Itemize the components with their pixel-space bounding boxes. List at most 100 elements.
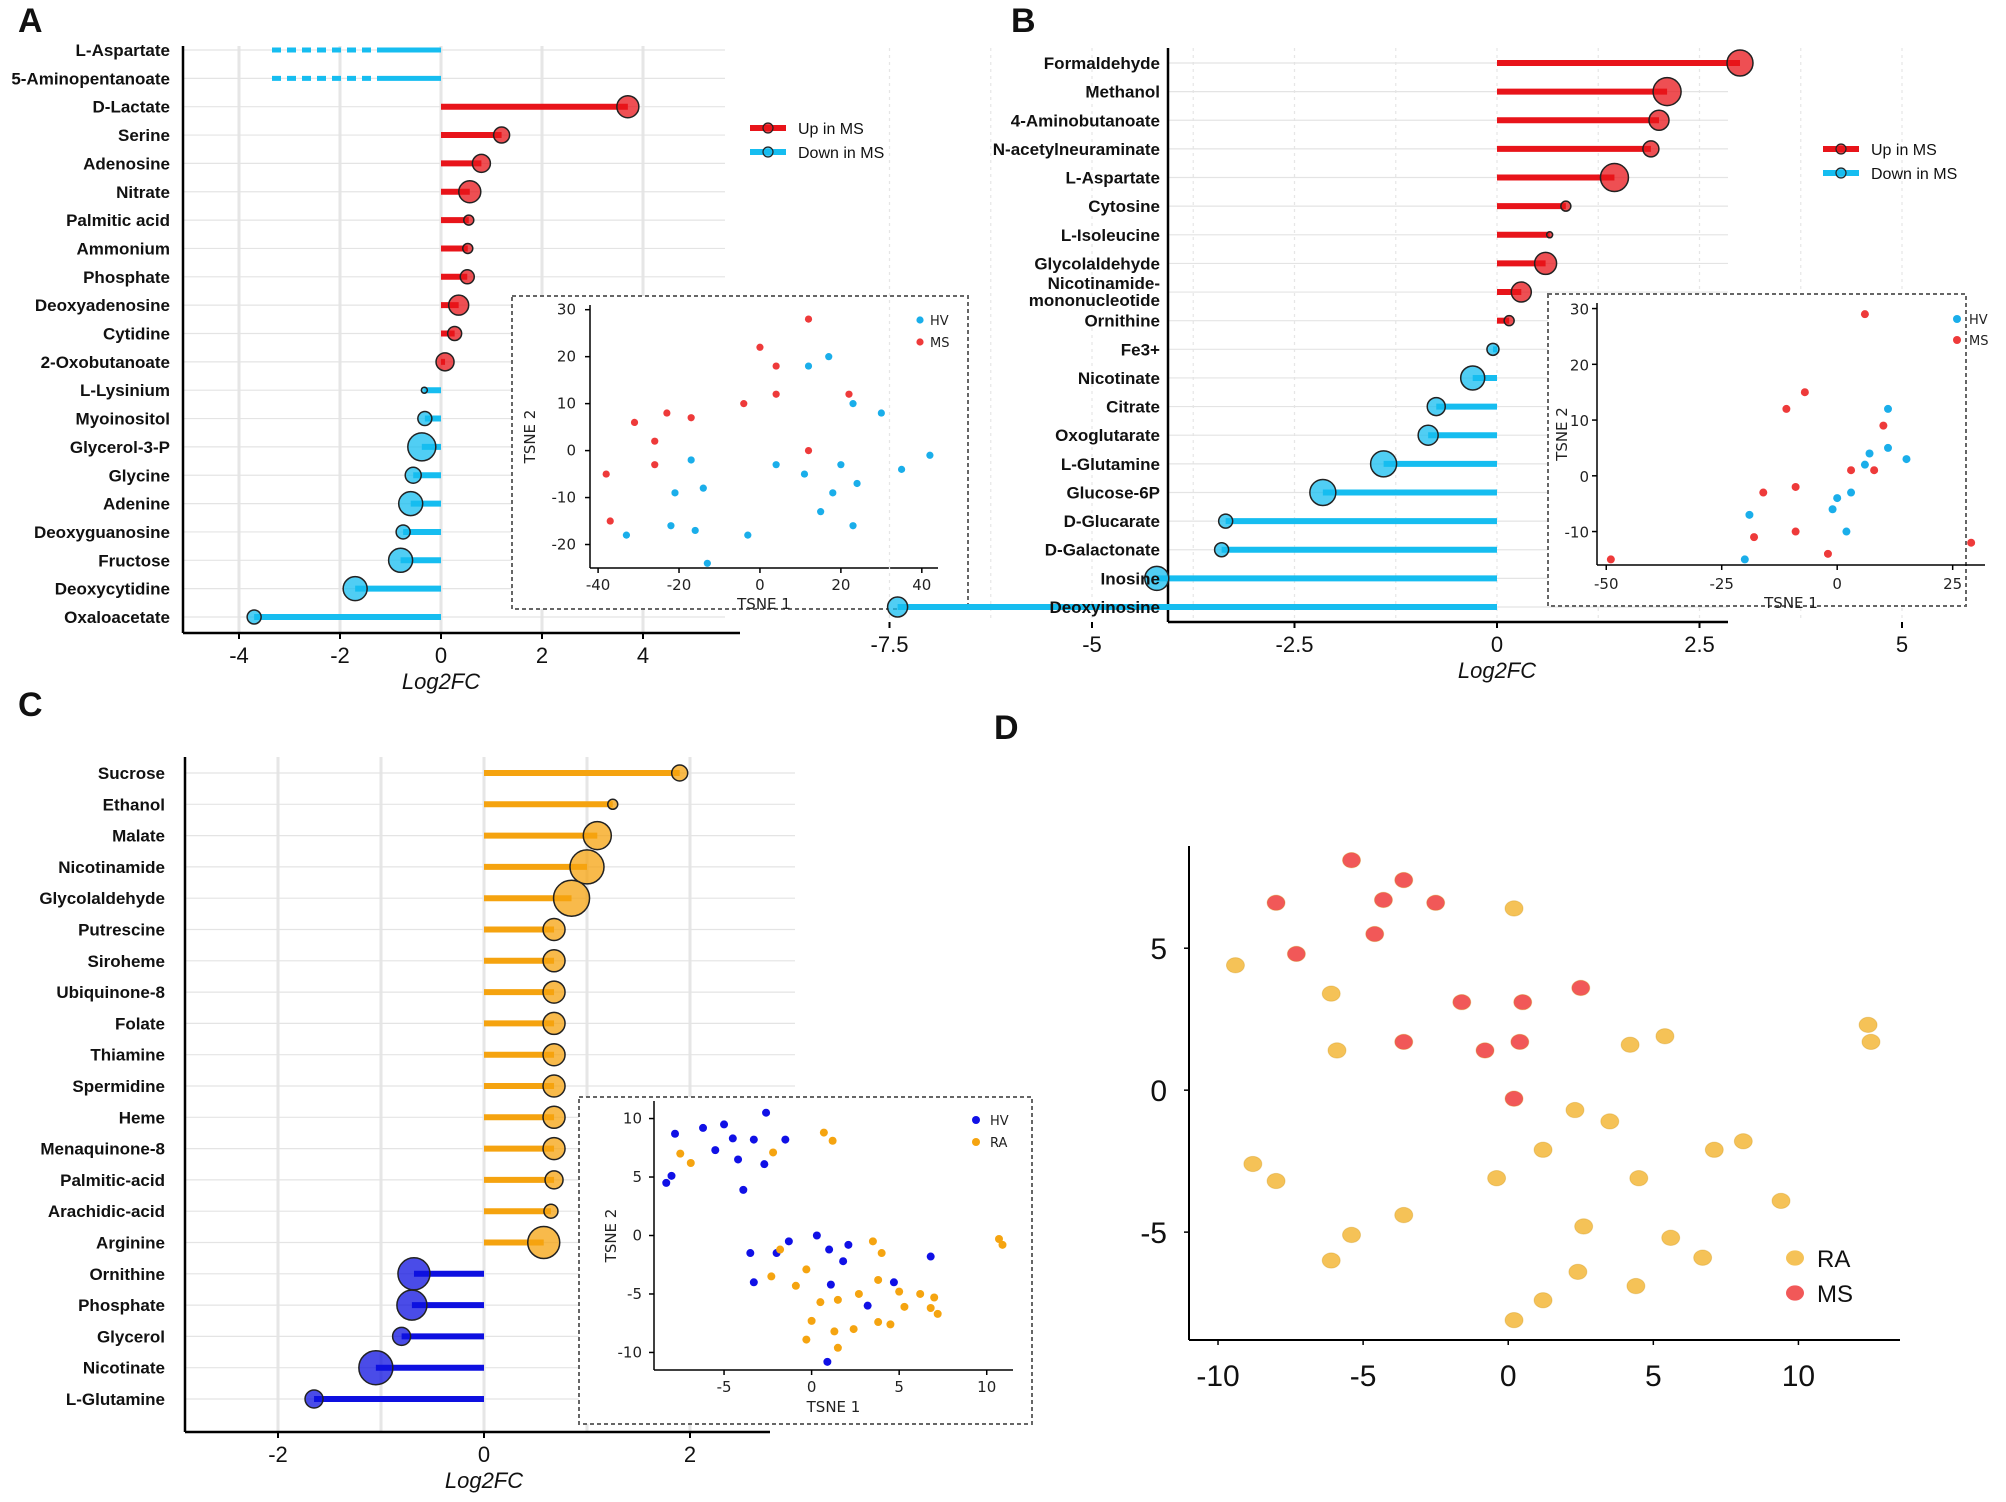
row-label: Ornithine — [89, 1265, 165, 1284]
inset-frame — [1547, 293, 1967, 607]
scatter-point-hv — [691, 526, 699, 535]
scatter-point-ra — [791, 1281, 800, 1290]
lollipop-head — [1426, 396, 1446, 417]
row-label: Nicotinamide- — [1048, 274, 1160, 293]
scatter-point-ra — [1574, 1218, 1594, 1235]
scatter-point-hv — [720, 1120, 729, 1129]
legend-label: Down in MS — [1871, 166, 1957, 183]
scatter-point-ms — [1782, 404, 1791, 413]
scatter-point-hv — [1902, 455, 1911, 464]
row-label: Adenosine — [83, 154, 170, 173]
scatter-point-hv — [671, 489, 679, 497]
scatter-point-hv — [760, 1160, 769, 1169]
legend-key-dot — [762, 146, 774, 158]
panel-letter: B — [1011, 2, 1036, 40]
legend-key-dot — [1835, 143, 1847, 155]
x-tick-label: -50 — [1594, 575, 1619, 593]
scatter-point-hv — [800, 470, 809, 478]
lollipop-head — [526, 1225, 561, 1260]
scatter-point-ms — [772, 390, 780, 398]
lollipop-head — [670, 764, 689, 782]
legend-label: HV — [930, 314, 949, 329]
scatter-point-ra — [1266, 1172, 1286, 1190]
scatter-point-hv — [844, 1240, 853, 1249]
scatter-point-ra — [1243, 1155, 1263, 1173]
scatter-point-hv — [703, 559, 711, 567]
scatter-point-ra — [1704, 1141, 1724, 1158]
scatter-point-hv — [825, 353, 833, 361]
scatter-point-ms — [1513, 993, 1533, 1011]
scatter-point-ms — [1373, 891, 1393, 909]
y-tick-label: 0 — [566, 442, 576, 460]
y-tick-label: 0 — [632, 1227, 642, 1245]
scatter-point-hv — [1860, 460, 1869, 469]
lollipop-head — [462, 242, 474, 255]
lollipop-head — [616, 94, 640, 119]
x-tick-label: -4 — [229, 643, 249, 668]
lollipop-head — [542, 1042, 566, 1067]
scatter-point-ms — [1750, 533, 1759, 542]
row-label: Glycerol — [97, 1327, 165, 1346]
y-tick-label: 20 — [1570, 356, 1589, 374]
y-tick-label: -10 — [1565, 524, 1590, 542]
lollipop-head — [1545, 231, 1554, 239]
scatter-point-ra — [900, 1302, 909, 1311]
y-tick-label: 10 — [557, 395, 576, 413]
lollipop-head — [1648, 109, 1670, 132]
x-tick-label: 0 — [478, 1442, 490, 1467]
lollipop-head — [396, 1289, 428, 1321]
scatter-point-ms — [756, 343, 764, 351]
y-tick-label: -5 — [1140, 1217, 1167, 1250]
x-axis-title: Log2FC — [445, 1468, 523, 1493]
row-label: 4-Aminobutanoate — [1011, 111, 1160, 130]
legend-key-dot — [916, 316, 924, 324]
x-tick-label: 0 — [755, 576, 765, 594]
legend-key-dot — [972, 1116, 980, 1124]
row-label: L-Aspartate — [76, 41, 170, 60]
row-label: Arachidic-acid — [48, 1202, 165, 1221]
scatter-point-ra — [833, 1295, 842, 1304]
lollipop-head — [1144, 565, 1170, 592]
scatter-point-ra — [1568, 1263, 1588, 1281]
scatter-point-hv — [823, 1357, 832, 1366]
panel-c: C -2 0 2 Log2FC Sucrose Ethanol Malate Nicotinam… — [18, 686, 1033, 1493]
y-tick-label: 10 — [623, 1110, 642, 1128]
scatter-point-ra — [1533, 1141, 1553, 1158]
legend-key-dot — [762, 122, 774, 134]
scatter-point-ra — [769, 1148, 778, 1157]
scatter-point-ms — [845, 390, 853, 398]
scatter-point-hv — [897, 465, 906, 473]
y-tick-label: 20 — [557, 348, 576, 366]
x-tick-label: 0 — [435, 643, 447, 668]
lollipop-head — [492, 126, 511, 144]
x-axis-title: TSNE 1 — [1763, 594, 1818, 612]
scatter-point-ra — [1225, 957, 1245, 974]
row-label: Glucose-6P — [1066, 483, 1160, 502]
legend-label: RA — [1817, 1246, 1850, 1273]
scatter-point-ra — [807, 1316, 816, 1325]
scatter-point-hv — [1833, 494, 1842, 503]
x-tick-label: 40 — [912, 576, 931, 594]
legend-key-dot — [1786, 1250, 1804, 1266]
x-tick-label: -2 — [268, 1442, 288, 1467]
row-label: Oxaloacetate — [64, 608, 170, 627]
legend-label: MS — [1817, 1281, 1853, 1308]
row-label: Malate — [112, 827, 165, 846]
lollipop-head — [1459, 365, 1486, 391]
x-tick-label: -7.5 — [871, 632, 909, 657]
x-tick-label: 25 — [1943, 575, 1962, 593]
lollipop-head — [1726, 49, 1754, 77]
y-tick-label: 0 — [1150, 1075, 1167, 1108]
scatter-point-ms — [1394, 871, 1414, 889]
y-tick-label: 5 — [1150, 933, 1167, 966]
scatter-point-ra — [1394, 1206, 1414, 1224]
lollipop-head — [1510, 281, 1533, 303]
lollipop-head — [569, 849, 605, 885]
scatter-point-ms — [606, 517, 614, 525]
row-label: Phosphate — [83, 268, 170, 287]
scatter-point-ra — [926, 1304, 935, 1313]
x-axis-title: TSNE 1 — [806, 1398, 861, 1416]
lollipop-head — [395, 524, 411, 540]
scatter-point-ms — [1342, 852, 1362, 869]
